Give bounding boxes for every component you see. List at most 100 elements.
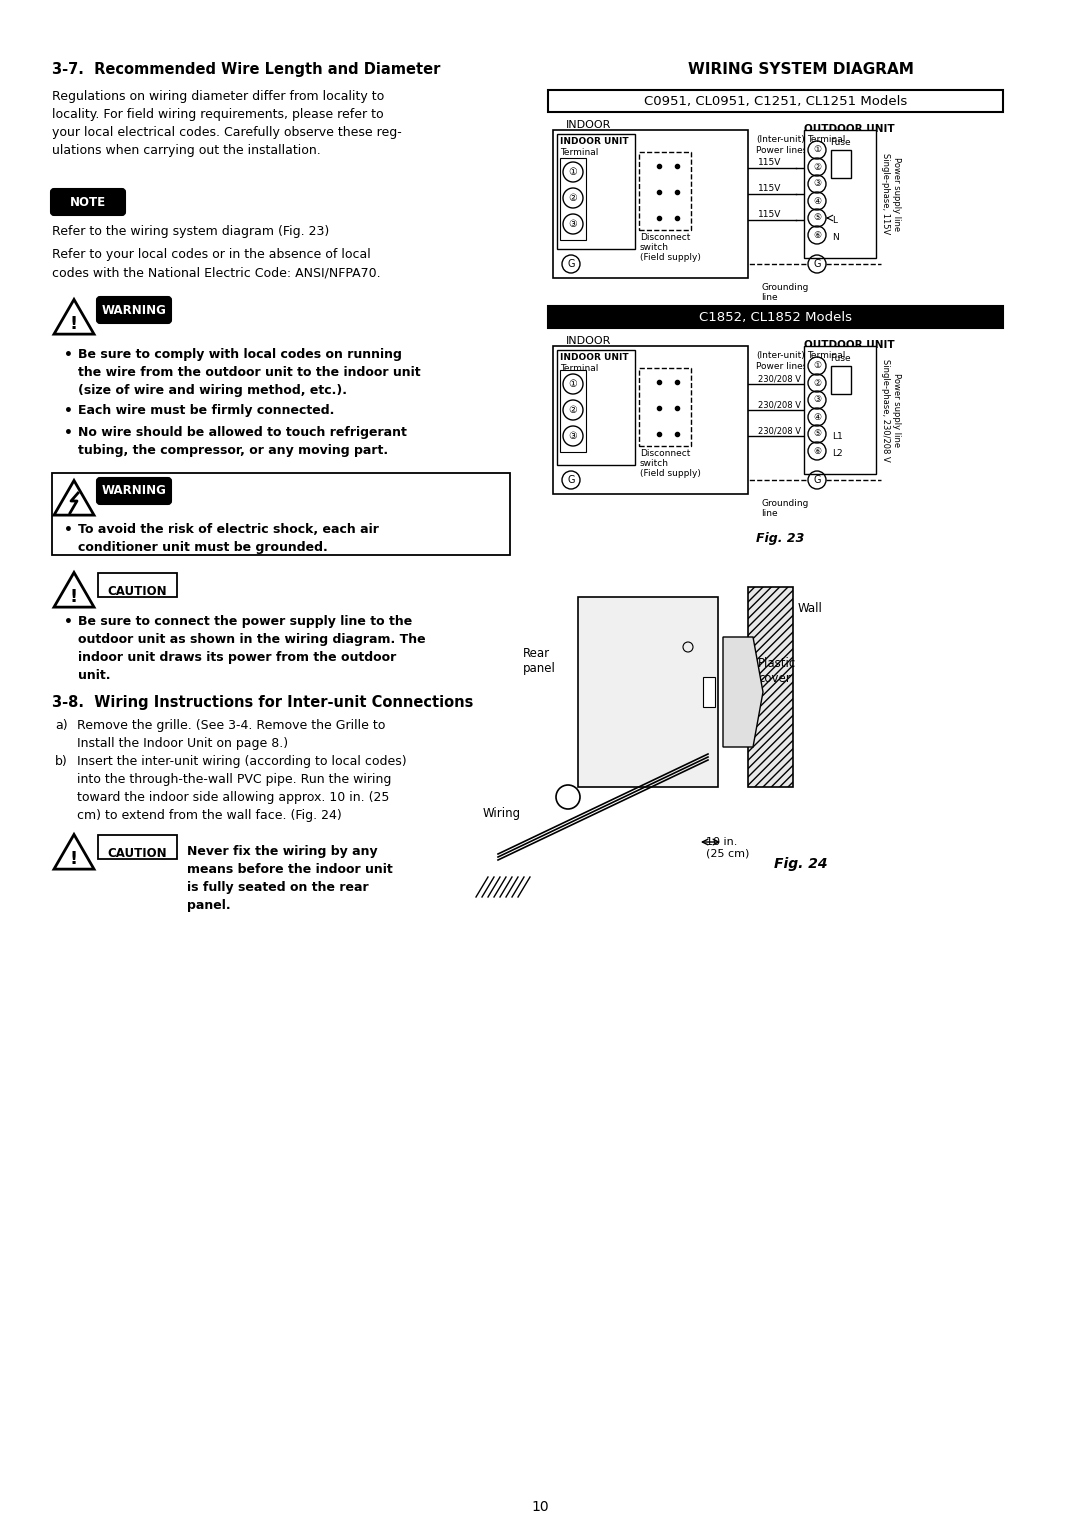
Text: switch: switch bbox=[640, 458, 669, 468]
Text: Grounding: Grounding bbox=[761, 500, 808, 507]
Text: ①: ① bbox=[813, 362, 821, 370]
Text: OUTDOOR UNIT: OUTDOOR UNIT bbox=[804, 124, 894, 134]
Text: Disconnect: Disconnect bbox=[640, 232, 690, 241]
Text: 10 in.
(25 cm): 10 in. (25 cm) bbox=[706, 837, 750, 859]
FancyBboxPatch shape bbox=[98, 573, 177, 597]
Text: ⑤: ⑤ bbox=[813, 429, 821, 439]
Text: •: • bbox=[64, 426, 72, 440]
Text: L2: L2 bbox=[832, 449, 842, 458]
Text: ⑤: ⑤ bbox=[813, 214, 821, 223]
Text: CAUTION: CAUTION bbox=[108, 585, 167, 597]
Text: Be sure to connect the power supply line to the
outdoor unit as shown in the wir: Be sure to connect the power supply line… bbox=[78, 614, 426, 681]
Text: ③: ③ bbox=[813, 179, 821, 188]
Text: ②: ② bbox=[813, 379, 821, 388]
Text: ①: ① bbox=[569, 167, 578, 177]
Text: Terminal: Terminal bbox=[561, 148, 598, 157]
Text: ⑥: ⑥ bbox=[813, 446, 821, 455]
Text: 115V: 115V bbox=[758, 209, 781, 219]
Text: Terminal: Terminal bbox=[807, 134, 846, 144]
Text: ③: ③ bbox=[813, 396, 821, 405]
Text: line: line bbox=[761, 509, 778, 518]
Text: Terminal: Terminal bbox=[561, 364, 598, 373]
Text: Grounding: Grounding bbox=[761, 283, 808, 292]
FancyBboxPatch shape bbox=[557, 134, 635, 249]
Text: Fuse: Fuse bbox=[831, 138, 851, 147]
Text: ④: ④ bbox=[813, 197, 821, 205]
FancyBboxPatch shape bbox=[639, 151, 691, 231]
FancyBboxPatch shape bbox=[703, 677, 715, 707]
FancyBboxPatch shape bbox=[831, 150, 851, 177]
Text: ①: ① bbox=[569, 379, 578, 390]
Text: ②: ② bbox=[569, 193, 578, 203]
Polygon shape bbox=[748, 587, 793, 787]
Text: INDOOR: INDOOR bbox=[566, 336, 611, 345]
Text: (Field supply): (Field supply) bbox=[640, 469, 701, 478]
Text: ②: ② bbox=[569, 405, 578, 416]
FancyBboxPatch shape bbox=[561, 370, 586, 452]
Text: b): b) bbox=[55, 755, 68, 769]
Text: Refer to your local codes or in the absence of local
codes with the National Ele: Refer to your local codes or in the abse… bbox=[52, 248, 380, 280]
Text: ⑥: ⑥ bbox=[813, 231, 821, 240]
Text: INDOOR UNIT: INDOOR UNIT bbox=[561, 138, 629, 147]
Text: L1: L1 bbox=[832, 432, 842, 442]
Text: Wall: Wall bbox=[798, 602, 823, 614]
FancyBboxPatch shape bbox=[548, 306, 1003, 329]
Text: To avoid the risk of electric shock, each air
conditioner unit must be grounded.: To avoid the risk of electric shock, eac… bbox=[78, 523, 379, 555]
Text: !: ! bbox=[70, 850, 78, 868]
Text: Insert the inter-unit wiring (according to local codes)
into the through-the-wal: Insert the inter-unit wiring (according … bbox=[77, 755, 407, 822]
FancyBboxPatch shape bbox=[548, 90, 1003, 112]
Text: Remove the grille. (See 3-4. Remove the Grille to
Install the Indoor Unit on pag: Remove the grille. (See 3-4. Remove the … bbox=[77, 720, 386, 750]
FancyBboxPatch shape bbox=[804, 345, 876, 474]
FancyBboxPatch shape bbox=[557, 350, 635, 465]
Text: G: G bbox=[813, 260, 821, 269]
FancyBboxPatch shape bbox=[561, 157, 586, 240]
Text: 230/208 V: 230/208 V bbox=[758, 426, 801, 435]
Text: 3-8.  Wiring Instructions for Inter-unit Connections: 3-8. Wiring Instructions for Inter-unit … bbox=[52, 695, 473, 711]
Text: OUTDOOR UNIT: OUTDOOR UNIT bbox=[804, 341, 894, 350]
Text: ①: ① bbox=[813, 145, 821, 154]
Text: CAUTION: CAUTION bbox=[108, 847, 167, 860]
Text: ③: ③ bbox=[569, 219, 578, 229]
FancyBboxPatch shape bbox=[51, 189, 125, 215]
Text: !: ! bbox=[70, 315, 78, 333]
Text: ③: ③ bbox=[569, 431, 578, 442]
FancyBboxPatch shape bbox=[97, 478, 171, 504]
Text: WARNING: WARNING bbox=[102, 304, 166, 316]
Text: Power lines: Power lines bbox=[756, 147, 808, 154]
Text: (Inter-unit): (Inter-unit) bbox=[756, 351, 805, 361]
Text: N: N bbox=[832, 232, 839, 241]
Text: 115V: 115V bbox=[758, 157, 781, 167]
Text: C0951, CL0951, C1251, CL1251 Models: C0951, CL0951, C1251, CL1251 Models bbox=[644, 95, 907, 107]
Text: Plastic
cover: Plastic cover bbox=[758, 657, 796, 685]
Text: ②: ② bbox=[813, 162, 821, 171]
Text: 115V: 115V bbox=[758, 183, 781, 193]
FancyBboxPatch shape bbox=[639, 368, 691, 446]
Text: Be sure to comply with local codes on running
the wire from the outdoor unit to : Be sure to comply with local codes on ru… bbox=[78, 348, 420, 397]
Text: Each wire must be firmly connected.: Each wire must be firmly connected. bbox=[78, 403, 335, 417]
Text: •: • bbox=[64, 403, 72, 419]
Text: Power supply line
Single-phase, 115V: Power supply line Single-phase, 115V bbox=[881, 153, 901, 235]
Text: Wiring: Wiring bbox=[483, 807, 522, 821]
Text: •: • bbox=[64, 523, 72, 536]
Text: 3-7.  Recommended Wire Length and Diameter: 3-7. Recommended Wire Length and Diamete… bbox=[52, 63, 441, 76]
FancyBboxPatch shape bbox=[553, 345, 748, 494]
Text: !: ! bbox=[70, 588, 78, 605]
Text: WIRING SYSTEM DIAGRAM: WIRING SYSTEM DIAGRAM bbox=[688, 63, 914, 76]
Text: WARNING: WARNING bbox=[102, 484, 166, 498]
Text: G: G bbox=[567, 260, 575, 269]
Text: a): a) bbox=[55, 720, 68, 732]
Text: Fig. 23: Fig. 23 bbox=[756, 532, 805, 545]
Text: Terminal: Terminal bbox=[807, 351, 846, 361]
Text: ④: ④ bbox=[813, 413, 821, 422]
Text: Rear
panel: Rear panel bbox=[523, 646, 556, 675]
Text: Fig. 24: Fig. 24 bbox=[773, 857, 827, 871]
Text: Regulations on wiring diameter differ from locality to
locality. For field wirin: Regulations on wiring diameter differ fr… bbox=[52, 90, 402, 157]
Text: G: G bbox=[813, 475, 821, 484]
FancyBboxPatch shape bbox=[553, 130, 748, 278]
Text: Fuse: Fuse bbox=[831, 354, 851, 364]
FancyBboxPatch shape bbox=[578, 597, 718, 787]
FancyBboxPatch shape bbox=[804, 130, 876, 258]
Text: line: line bbox=[761, 293, 778, 303]
Text: Power lines: Power lines bbox=[756, 362, 808, 371]
Text: Refer to the wiring system diagram (Fig. 23): Refer to the wiring system diagram (Fig.… bbox=[52, 225, 329, 238]
